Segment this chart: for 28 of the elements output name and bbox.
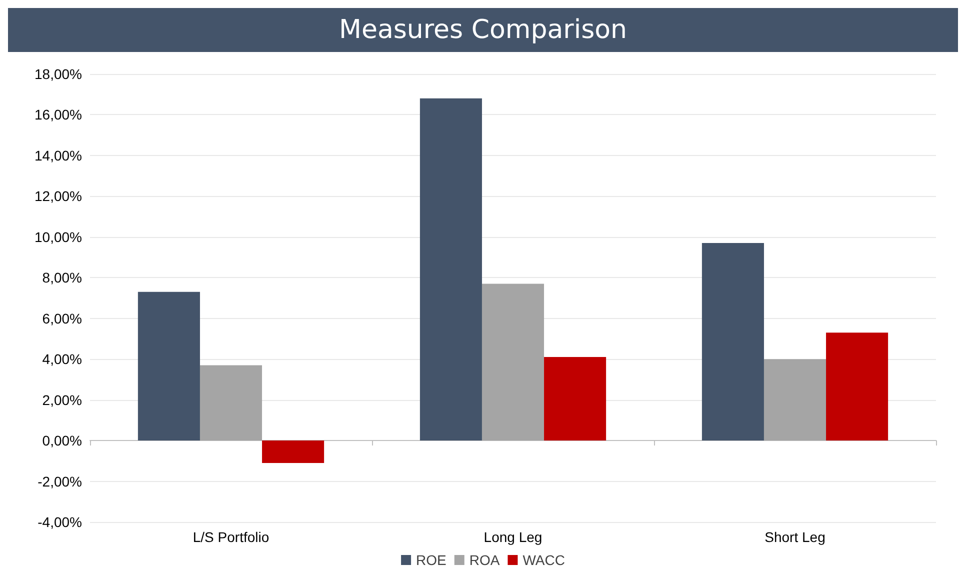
y-tick-label: 16,00% [34, 106, 82, 123]
x-tick-label: L/S Portfolio [192, 529, 270, 545]
bar [826, 332, 888, 441]
bar [420, 98, 482, 441]
bar [262, 440, 324, 463]
legend-label: ROA [469, 552, 500, 568]
y-tick-label: 18,00% [34, 66, 82, 82]
y-tick-label: -2,00% [38, 473, 82, 490]
y-tick-label: 14,00% [34, 147, 82, 164]
bar [764, 359, 826, 441]
bar [200, 365, 262, 441]
y-tick-label: 4,00% [42, 351, 82, 368]
y-tick-label: 2,00% [42, 392, 82, 408]
y-tick-label: 0,00% [42, 432, 82, 449]
x-tick-label: Short Leg [764, 529, 826, 545]
bar [544, 357, 606, 441]
y-tick-label: 8,00% [42, 270, 82, 286]
y-tick-label: -4,00% [38, 514, 82, 530]
bar [138, 292, 200, 441]
chart-title: Measures Comparison [339, 15, 627, 45]
y-tick-label: 10,00% [34, 228, 82, 245]
x-tick-label: Long Leg [484, 529, 542, 545]
legend-label: WACC [522, 552, 565, 568]
bar [482, 284, 544, 441]
bar [702, 243, 764, 441]
y-tick-label: 6,00% [42, 310, 82, 326]
legend-label: ROE [416, 552, 446, 568]
y-tick-label: 12,00% [34, 188, 82, 204]
